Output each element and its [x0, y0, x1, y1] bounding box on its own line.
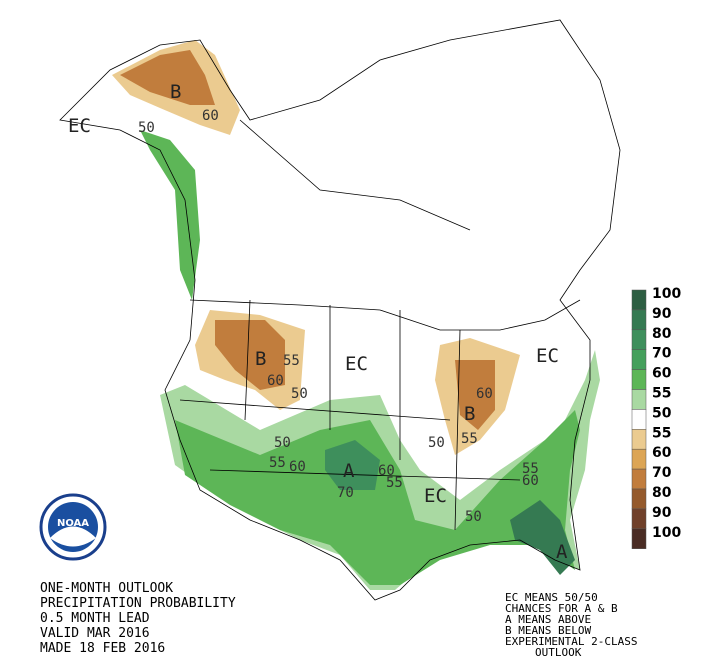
state-lines [179, 299, 521, 531]
map-label: 55 [461, 431, 478, 447]
legend-swatch [631, 429, 647, 450]
map-label: 55 [386, 475, 403, 491]
logo-gull [50, 526, 96, 547]
logo-text: NOAA [57, 518, 89, 529]
legend-swatch [631, 389, 647, 410]
borders [59, 19, 621, 601]
legend-label: 70 [652, 346, 672, 362]
south-above-mid [175, 410, 580, 585]
legend-label: 90 [652, 505, 672, 521]
key-line: EC MEANS 50/50 [505, 591, 598, 604]
southwest-above-core [325, 440, 380, 490]
map-label: 60 [378, 463, 395, 479]
title-line: MADE 18 FEB 2016 [40, 641, 165, 656]
legend-label: 90 [652, 306, 672, 322]
key-line: A MEANS ABOVE [505, 613, 591, 626]
canada-us-border [189, 299, 581, 331]
title-line: ONE-MONTH OUTLOOK [40, 581, 173, 596]
map-label: 70 [337, 485, 354, 501]
southeast-above-core [510, 500, 575, 575]
map-label: 50 [274, 435, 291, 451]
legend-label: 60 [652, 366, 672, 382]
legend-label: 55 [652, 425, 671, 441]
title-line: 0.5 MONTH LEAD [40, 611, 150, 626]
greatlakes-below-core [455, 360, 495, 430]
map-label: 55 [522, 461, 539, 477]
map-label: B [464, 403, 475, 425]
map-labels: EC B 60 50 B 55 60 50 EC B 60 55 50 EC 5… [68, 81, 568, 563]
map-label: 50 [465, 509, 482, 525]
legend-label: 80 [652, 326, 672, 342]
legend-label: 55 [652, 386, 671, 402]
legend-swatch [631, 349, 647, 370]
map-label: EC [424, 485, 447, 507]
key-line: OUTLOOK [535, 646, 582, 659]
map-label: A [343, 460, 355, 482]
title-line: VALID MAR 2016 [40, 626, 150, 641]
title-line: PRECIPITATION PROBABILITY [40, 596, 236, 611]
legend-swatch [631, 508, 647, 530]
legend-label: 100 [652, 525, 681, 541]
legend-swatch [631, 369, 647, 390]
map-label: 60 [267, 373, 284, 389]
key-line: CHANCES FOR A & B [505, 602, 618, 615]
coastline [59, 19, 621, 601]
legend-label: 50 [652, 405, 672, 421]
northwest-below-core [215, 320, 285, 390]
map-label: B [170, 81, 181, 103]
legend-swatch [631, 289, 647, 311]
legend: 100 90 80 70 60 55 50 55 60 70 80 90 100 [631, 286, 681, 549]
map-label: 60 [289, 459, 306, 475]
legend-label: 80 [652, 485, 672, 501]
legend-swatch [631, 329, 647, 350]
map-label: EC [68, 115, 91, 137]
legend-swatch [631, 309, 647, 331]
map-label: 55 [269, 455, 286, 471]
legend-swatch [631, 448, 647, 470]
map-label: A [556, 541, 568, 563]
map-label: 50 [291, 386, 308, 402]
regions [112, 40, 600, 590]
legend-swatch [631, 468, 647, 490]
noaa-logo: NOAA [39, 493, 107, 561]
alaska-coast-above [140, 130, 200, 300]
map-label: 50 [428, 435, 445, 451]
map-label: 60 [202, 108, 219, 124]
legend-swatch [631, 409, 647, 430]
legend-swatch [631, 488, 647, 510]
map-label: B [255, 348, 266, 370]
map-label: EC [345, 353, 368, 375]
map-label: 60 [476, 386, 493, 402]
legend-swatch [631, 528, 647, 549]
map-label: 55 [283, 353, 300, 369]
map-label: 50 [138, 120, 155, 136]
map-label: EC [536, 345, 559, 367]
key-line: B MEANS BELOW [505, 624, 591, 637]
key-line: EXPERIMENTAL 2-CLASS [505, 635, 637, 648]
legend-label: 70 [652, 465, 672, 481]
legend-label: 60 [652, 445, 672, 461]
alaska-border [239, 119, 471, 231]
legend-label: 100 [652, 286, 681, 302]
alaska-below-core [120, 50, 215, 105]
map-label: 60 [522, 473, 539, 489]
